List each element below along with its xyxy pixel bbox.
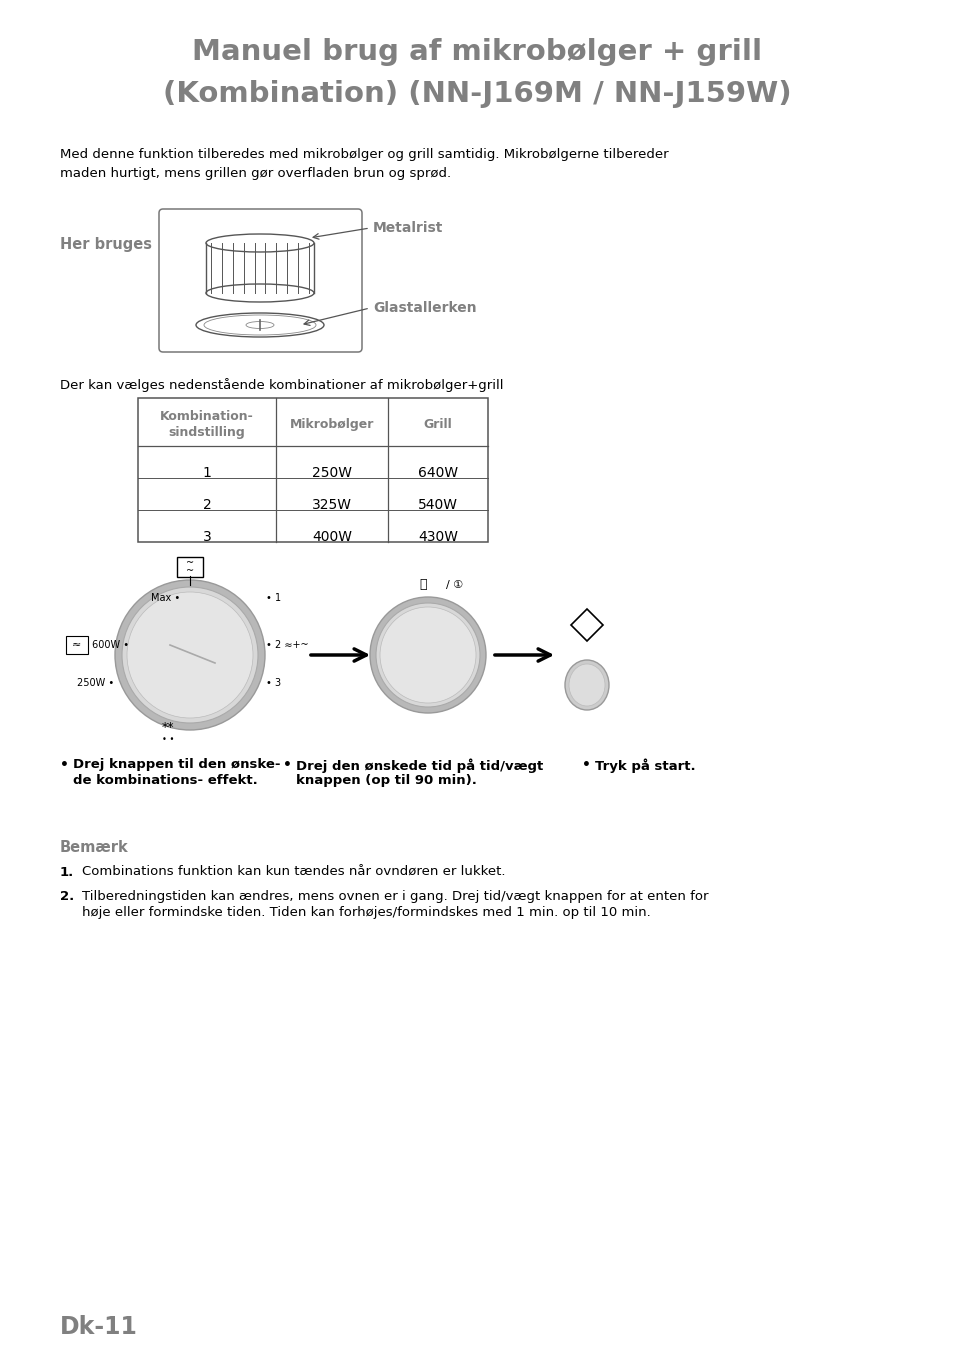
Text: 3: 3	[202, 530, 212, 544]
Text: Combinations funktion kan kun tændes når ovndøren er lukket.: Combinations funktion kan kun tændes når…	[82, 866, 505, 880]
Text: sindstilling: sindstilling	[169, 426, 245, 439]
Text: Bemærk: Bemærk	[60, 840, 129, 855]
FancyBboxPatch shape	[159, 209, 361, 353]
Ellipse shape	[115, 580, 265, 730]
Text: 325W: 325W	[312, 499, 352, 512]
Text: Der kan vælges nedenstående kombinationer af mikrobølger+grill: Der kan vælges nedenstående kombinatione…	[60, 378, 503, 392]
Text: Mikrobølger: Mikrobølger	[290, 417, 374, 431]
Text: • 3: • 3	[266, 678, 281, 688]
Ellipse shape	[122, 586, 257, 723]
Text: Manuel brug af mikrobølger + grill: Manuel brug af mikrobølger + grill	[192, 38, 761, 66]
Ellipse shape	[127, 592, 253, 717]
Text: Med denne funktion tilberedes med mikrobølger og grill samtidig. Mikrobølgerne t: Med denne funktion tilberedes med mikrob…	[60, 149, 668, 180]
Text: Kombination-: Kombination-	[160, 409, 253, 423]
Text: Glastallerken: Glastallerken	[373, 301, 476, 315]
Text: •: •	[283, 758, 292, 771]
Text: Drej den ønskede tid på tid/vægt: Drej den ønskede tid på tid/vægt	[295, 758, 542, 773]
FancyBboxPatch shape	[177, 557, 203, 577]
Text: 1.: 1.	[60, 866, 74, 880]
Text: 430W: 430W	[417, 530, 457, 544]
Text: • 1: • 1	[266, 593, 281, 603]
Text: 640W: 640W	[417, 466, 457, 480]
Ellipse shape	[564, 661, 608, 711]
Text: • 2 ≈+~: • 2 ≈+~	[266, 640, 309, 650]
Ellipse shape	[379, 607, 476, 703]
Text: 540W: 540W	[417, 499, 457, 512]
Ellipse shape	[375, 603, 479, 707]
FancyBboxPatch shape	[66, 636, 88, 654]
Text: Grill: Grill	[423, 417, 452, 431]
Text: / ①: / ①	[446, 580, 463, 590]
Text: Metalrist: Metalrist	[373, 222, 443, 235]
Text: 2.: 2.	[60, 890, 74, 902]
Text: • •: • •	[162, 735, 174, 744]
Bar	[138, 399, 488, 542]
Text: (Kombination) (NN-J169M / NN-J159W): (Kombination) (NN-J169M / NN-J159W)	[163, 80, 790, 108]
Text: **: **	[162, 720, 174, 734]
Text: ~
~: ~ ~	[186, 558, 193, 576]
Text: Tilberedningstiden kan ændres, mens ovnen er i gang. Drej tid/vægt knappen for a: Tilberedningstiden kan ændres, mens ovne…	[82, 890, 708, 902]
Text: knappen (op til 90 min).: knappen (op til 90 min).	[295, 774, 476, 788]
Text: Max •: Max •	[151, 593, 180, 603]
Text: ⌛: ⌛	[418, 578, 426, 592]
Text: de kombinations- effekt.: de kombinations- effekt.	[73, 774, 257, 788]
Text: •: •	[581, 758, 590, 771]
Text: Dk-11: Dk-11	[60, 1315, 138, 1339]
Text: Her bruges: Her bruges	[60, 236, 152, 253]
Text: høje eller formindske tiden. Tiden kan forhøjes/formindskes med 1 min. op til 10: høje eller formindske tiden. Tiden kan f…	[82, 907, 650, 919]
Ellipse shape	[568, 663, 604, 707]
Text: 600W •: 600W •	[89, 640, 129, 650]
Text: ≈: ≈	[72, 640, 82, 650]
Text: 400W: 400W	[312, 530, 352, 544]
Text: •: •	[60, 758, 69, 771]
Text: Drej knappen til den ønske-: Drej knappen til den ønske-	[73, 758, 280, 771]
Text: 1: 1	[202, 466, 212, 480]
Text: 2: 2	[202, 499, 212, 512]
Ellipse shape	[370, 597, 485, 713]
Text: 250W •: 250W •	[76, 678, 113, 688]
Text: 250W: 250W	[312, 466, 352, 480]
Text: Tryk på start.: Tryk på start.	[595, 758, 695, 773]
